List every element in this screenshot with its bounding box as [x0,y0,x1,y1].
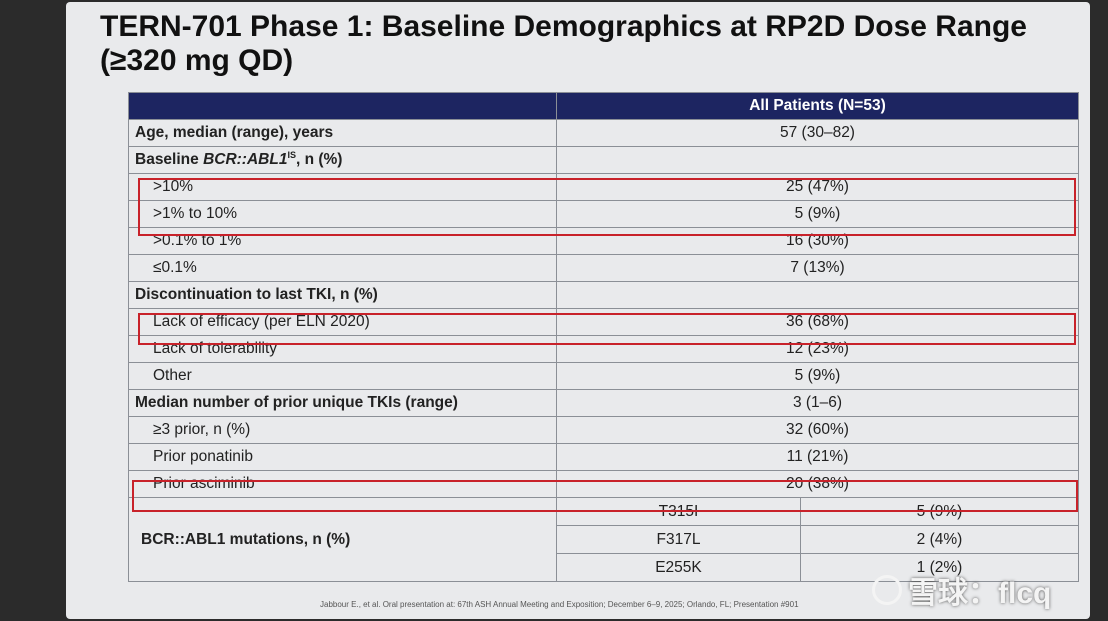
row-value: 36 (68%) [556,308,1079,336]
mutation-row: E255K 1 (2%) [129,553,1079,582]
table-row: >1% to 10% 5 (9%) [128,200,1079,228]
row-label: Other [128,362,557,390]
snowball-logo-icon [872,575,902,605]
mutations-label: BCR::ABL1 mutations, n (%) [128,497,557,582]
table-row: Baseline BCR::ABL1IS, n (%) [128,146,1079,174]
row-value: 32 (60%) [556,416,1079,444]
footnote: Jabbour E., et al. Oral presentation at:… [320,600,799,609]
row-label: Prior asciminib [128,470,557,498]
table-row: Age, median (range), years 57 (30–82) [128,119,1079,147]
slide-title: TERN-701 Phase 1: Baseline Demographics … [100,10,1027,77]
row-label: ≥3 prior, n (%) [128,416,557,444]
table-row: Prior asciminib 20 (38%) [128,470,1079,498]
row-label: ≤0.1% [128,254,557,282]
mutation-row: F317L 2 (4%) [129,525,1079,554]
label-suffix: , n (%) [295,151,343,169]
row-label: Lack of efficacy (per ELN 2020) [128,308,557,336]
row-value: 3 (1–6) [556,389,1079,417]
row-value: 5 (9%) [556,362,1079,390]
row-label: >10% [128,173,557,201]
header-blank-cell [128,92,557,120]
row-value: 12 (23%) [556,335,1079,363]
label-superscript: IS [287,150,296,161]
label-prefix: Baseline [135,151,204,169]
table-row: ≤0.1% 7 (13%) [128,254,1079,282]
table-row: >10% 25 (47%) [128,173,1079,201]
mutation-name: T315I [556,497,801,526]
table-row: >0.1% to 1% 16 (30%) [128,227,1079,255]
row-label: Lack of tolerability [128,335,557,363]
watermark-text: 雪球：flcq [908,577,1052,610]
table-header-row: All Patients (N=53) [128,92,1079,120]
table-row: Other 5 (9%) [128,362,1079,390]
row-value: 11 (21%) [556,443,1079,471]
row-label: >1% to 10% [128,200,557,228]
table-row: Lack of efficacy (per ELN 2020) 36 (68%) [128,308,1079,336]
row-value [556,146,1079,174]
row-value [556,281,1079,309]
label-italic: BCR::ABL1 [203,151,288,169]
table-row: Lack of tolerability 12 (23%) [128,335,1079,363]
row-label: Discontinuation to last TKI, n (%) [128,281,557,309]
demographics-table: All Patients (N=53) Age, median (range),… [128,92,1079,582]
row-label: Prior ponatinib [128,443,557,471]
row-value: 25 (47%) [556,173,1079,201]
mutation-value: 5 (9%) [800,497,1079,526]
mutation-name: F317L [556,525,801,554]
row-value: 7 (13%) [556,254,1079,282]
table-row: Prior ponatinib 11 (21%) [128,443,1079,471]
row-label: >0.1% to 1% [128,227,557,255]
mutation-row: BCR::ABL1 mutations, n (%) T315I 5 (9%) [128,497,1079,582]
mutation-value: 2 (4%) [800,525,1079,554]
mutation-value: 1 (2%) [800,553,1079,582]
row-value: 57 (30–82) [556,119,1079,147]
table-row: Median number of prior unique TKIs (rang… [128,389,1079,417]
row-value: 5 (9%) [556,200,1079,228]
row-value: 16 (30%) [556,227,1079,255]
table-row: Discontinuation to last TKI, n (%) [128,281,1079,309]
row-value: 20 (38%) [556,470,1079,498]
mutation-name: E255K [556,553,801,582]
row-label: Baseline BCR::ABL1IS, n (%) [128,146,557,174]
header-all-patients: All Patients (N=53) [556,92,1079,120]
row-label: Median number of prior unique TKIs (rang… [128,389,557,417]
watermark: 雪球：flcq [872,568,1051,612]
row-label: Age, median (range), years [128,119,557,147]
table-row: ≥3 prior, n (%) 32 (60%) [128,416,1079,444]
